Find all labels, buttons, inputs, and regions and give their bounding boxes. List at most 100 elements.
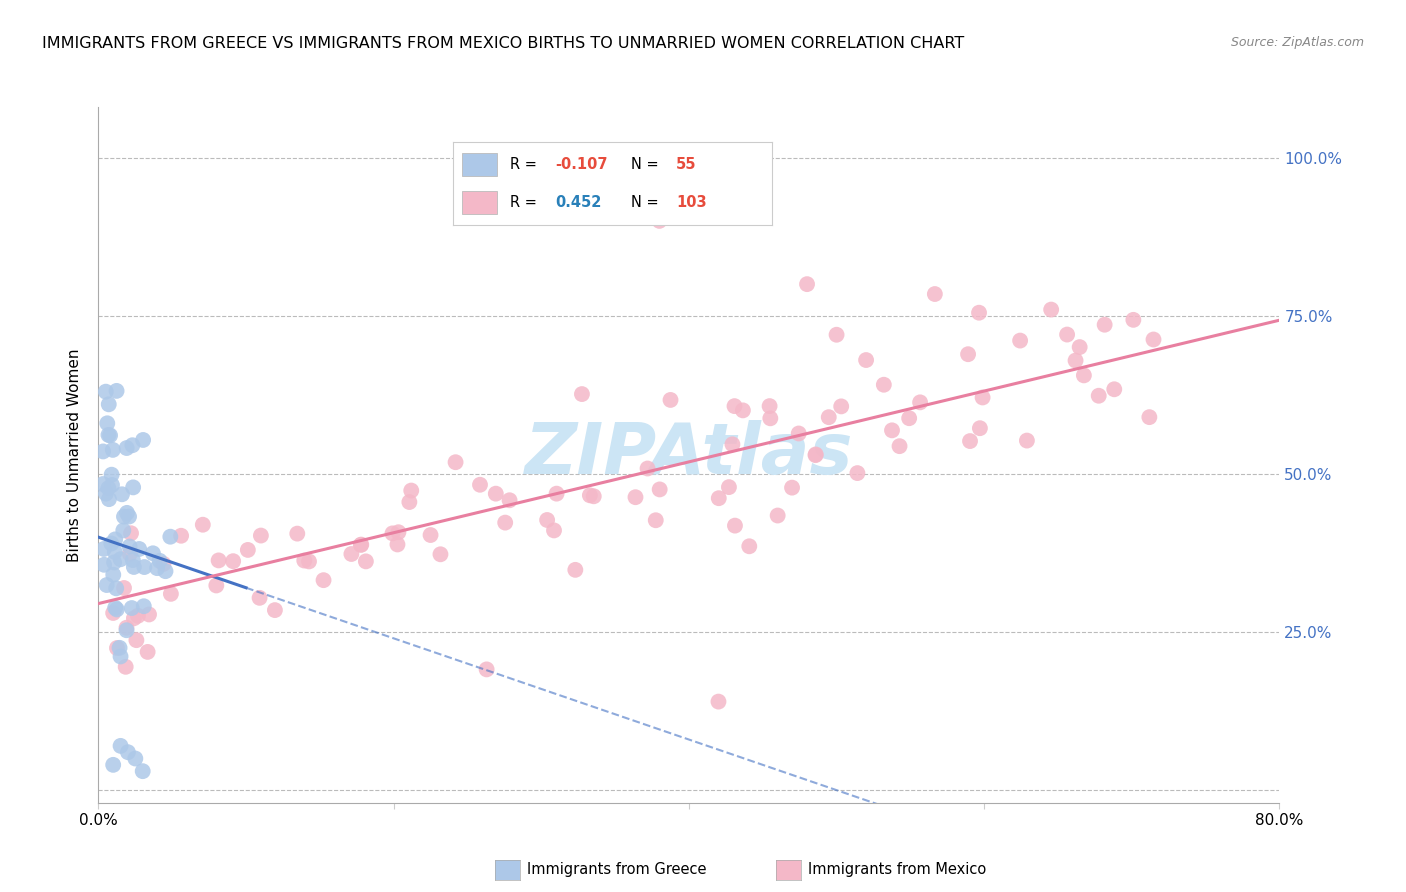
Point <box>98 428 121 442</box>
Point <box>889 439 911 453</box>
Text: N =: N = <box>631 195 664 211</box>
Point <box>115 624 138 638</box>
Point <box>1069 340 1091 354</box>
Point <box>105 384 128 398</box>
Point <box>825 327 848 342</box>
Point <box>207 553 229 567</box>
Point <box>118 540 141 554</box>
Point <box>115 441 138 455</box>
FancyBboxPatch shape <box>463 191 498 214</box>
Text: N =: N = <box>631 157 664 172</box>
Point <box>101 606 124 620</box>
Point <box>285 526 308 541</box>
Point <box>1137 410 1160 425</box>
Point <box>648 214 671 228</box>
Point <box>128 541 150 556</box>
Point <box>780 481 803 495</box>
Point <box>94 384 117 399</box>
Point <box>637 461 659 475</box>
Point <box>494 516 516 530</box>
Point <box>97 397 120 411</box>
Point <box>444 455 467 469</box>
Point <box>873 377 896 392</box>
Point <box>96 578 118 592</box>
Point <box>350 538 373 552</box>
Point <box>846 466 869 480</box>
Point <box>475 662 498 676</box>
Point <box>1064 353 1087 368</box>
Point <box>100 536 122 550</box>
Point <box>759 411 782 425</box>
Point <box>959 434 981 448</box>
Point <box>498 493 520 508</box>
Point <box>114 660 136 674</box>
Point <box>817 410 839 425</box>
Point <box>605 169 627 184</box>
Point <box>104 600 127 615</box>
Point <box>536 513 558 527</box>
Point <box>149 554 172 568</box>
Point <box>110 739 132 753</box>
Point <box>125 633 148 648</box>
Point <box>924 287 946 301</box>
Point <box>127 608 149 623</box>
Point <box>105 640 128 655</box>
Text: IMMIGRANTS FROM GREECE VS IMMIGRANTS FROM MEXICO BIRTHS TO UNMARRIED WOMEN CORRE: IMMIGRANTS FROM GREECE VS IMMIGRANTS FRO… <box>42 36 965 51</box>
Point <box>724 518 747 533</box>
Point <box>787 426 810 441</box>
Point <box>758 399 780 413</box>
Text: 103: 103 <box>676 195 707 211</box>
Point <box>132 433 155 447</box>
Point <box>249 591 271 605</box>
Point <box>624 490 647 504</box>
Point <box>485 486 508 500</box>
Point <box>121 553 143 567</box>
Point <box>122 611 145 625</box>
Point <box>191 517 214 532</box>
Point <box>354 554 377 568</box>
Point <box>292 553 315 567</box>
Point <box>659 392 682 407</box>
Point <box>1087 389 1109 403</box>
Point <box>579 488 602 502</box>
Point <box>105 602 128 616</box>
Text: Immigrants from Mexico: Immigrants from Mexico <box>808 863 987 877</box>
Point <box>115 506 138 520</box>
Point <box>387 525 409 540</box>
Point <box>1056 327 1078 342</box>
Point <box>132 599 155 614</box>
Point <box>648 483 671 497</box>
Point <box>222 554 245 568</box>
Point <box>122 560 145 574</box>
Point <box>707 695 730 709</box>
Point <box>132 764 155 779</box>
Point <box>112 509 135 524</box>
Point <box>112 524 135 538</box>
Point <box>91 444 114 458</box>
Point <box>419 528 441 542</box>
Point <box>855 353 877 368</box>
Point <box>236 543 259 558</box>
Point <box>723 399 745 413</box>
Point <box>117 745 139 759</box>
Point <box>124 751 146 765</box>
Point <box>1142 333 1164 347</box>
Point <box>122 480 145 494</box>
Point <box>721 437 744 451</box>
Point <box>112 581 135 595</box>
Point <box>118 509 141 524</box>
Point <box>387 537 409 551</box>
Point <box>101 442 124 457</box>
Point <box>1122 313 1144 327</box>
Point <box>155 564 177 578</box>
Point <box>298 554 321 568</box>
Point <box>100 467 122 482</box>
Point <box>105 582 128 596</box>
Point <box>804 448 827 462</box>
Text: 0.452: 0.452 <box>555 195 602 211</box>
Point <box>582 489 605 503</box>
Point <box>121 438 143 452</box>
Point <box>120 526 142 541</box>
Text: Immigrants from Greece: Immigrants from Greece <box>527 863 707 877</box>
Point <box>738 539 761 553</box>
